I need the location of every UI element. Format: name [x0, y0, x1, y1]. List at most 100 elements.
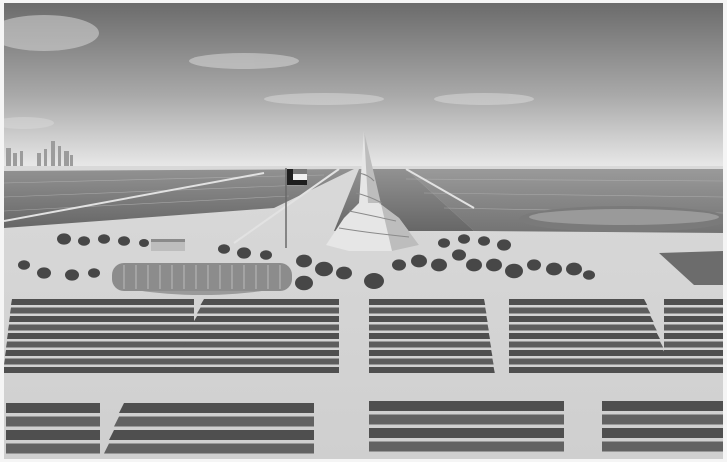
tree [139, 239, 149, 247]
tree [411, 254, 427, 268]
tree [98, 234, 110, 244]
panel-row [664, 316, 723, 322]
tree [458, 234, 470, 244]
panel-row [369, 441, 564, 452]
tree [118, 236, 130, 246]
distant-field-left [4, 169, 354, 228]
panel-row [602, 441, 723, 452]
tree [18, 260, 30, 270]
solar-panel-rows [4, 299, 723, 454]
panel-row [664, 367, 723, 373]
tree [566, 262, 582, 276]
tree [497, 239, 511, 251]
panel-row [664, 299, 723, 305]
panel-row [509, 316, 654, 322]
panel-row [6, 430, 100, 440]
panel-row [200, 299, 339, 305]
tree [57, 233, 71, 245]
tree [486, 258, 502, 272]
panel-row [509, 307, 651, 314]
panel-row [104, 443, 314, 454]
tower [326, 131, 419, 251]
right-distant-rows [659, 251, 723, 285]
panel-row [10, 307, 194, 314]
panel-row [509, 350, 667, 356]
panel-row [602, 414, 723, 425]
panel-row [509, 324, 657, 331]
panel-row [172, 367, 339, 373]
trees [18, 233, 595, 291]
tree [583, 270, 595, 280]
panel-row [509, 358, 670, 365]
visitor-center [112, 239, 292, 295]
tree [218, 244, 230, 254]
panel-row [369, 316, 488, 322]
panel-row [6, 341, 194, 348]
tree [438, 238, 450, 248]
panel-row [186, 333, 339, 339]
panel-row [369, 414, 564, 425]
panel-row [509, 333, 660, 339]
panel-row [190, 324, 339, 331]
panel-row [664, 324, 723, 331]
panel-row [197, 307, 339, 314]
flag-icon [285, 168, 307, 248]
panel-row [179, 350, 339, 356]
panel-row [369, 333, 490, 339]
panel-row [369, 401, 564, 411]
panel-row [369, 428, 564, 438]
tree [65, 269, 79, 281]
tree [431, 258, 447, 272]
panel-row [664, 333, 723, 339]
panel-row [369, 350, 493, 356]
panel-row [7, 333, 194, 339]
panel-row [369, 341, 492, 348]
panel-row [509, 299, 648, 305]
panel-row [664, 341, 723, 348]
panel-row [509, 341, 664, 348]
tree [295, 275, 313, 291]
panel-row [664, 307, 723, 314]
panel-row [9, 316, 194, 322]
panel-row [6, 416, 100, 427]
tree [37, 267, 51, 279]
panel-row [369, 299, 486, 305]
tree [466, 258, 482, 272]
panel-row [193, 316, 339, 322]
panel-row [8, 324, 194, 331]
tree [260, 250, 272, 260]
panel-row [119, 403, 314, 413]
tree [315, 261, 333, 277]
tree [527, 259, 541, 271]
panel-row [602, 401, 723, 411]
clouds [4, 15, 534, 129]
tree [237, 247, 251, 259]
panel-row [664, 358, 723, 365]
panel-row [109, 430, 314, 440]
panel-row [183, 341, 339, 348]
panel-row [176, 358, 339, 365]
panel-row [369, 307, 487, 314]
panel-row [369, 324, 489, 331]
solar-park-rendering [4, 3, 723, 459]
tree [364, 273, 384, 289]
tree [392, 259, 406, 271]
city-skyline [6, 141, 73, 166]
field-lines [4, 174, 723, 214]
panel-row [602, 428, 723, 438]
tree [546, 262, 562, 276]
tree [336, 266, 352, 280]
panel-row [114, 416, 314, 427]
panel-row [6, 403, 100, 413]
tree [88, 268, 100, 278]
panel-row [509, 367, 673, 373]
panel-row [369, 358, 494, 365]
tree [478, 236, 490, 246]
panel-row [664, 350, 723, 356]
panel-row [4, 367, 194, 373]
tree [452, 249, 466, 261]
tree [78, 236, 90, 246]
panel-row [369, 367, 495, 373]
tree [505, 263, 523, 279]
